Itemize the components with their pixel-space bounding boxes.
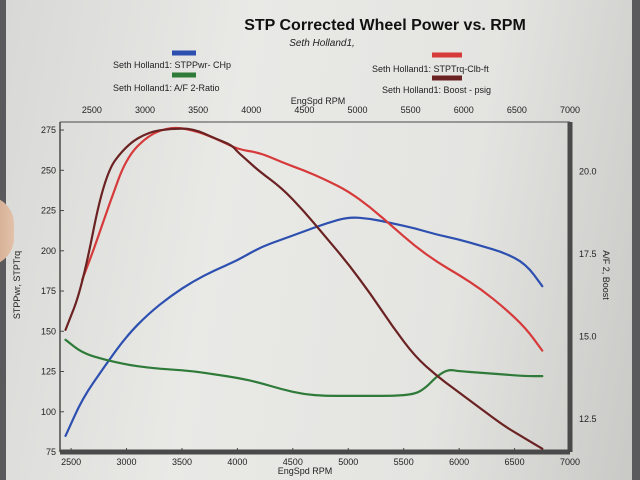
series-line-2 — [81, 126, 544, 352]
chart-title: STP Corrected Wheel Power vs. RPM — [244, 17, 526, 34]
y-left-tick-label: 175 — [41, 286, 56, 296]
x-top-tick-label: 7000 — [560, 105, 580, 115]
y-left-tick-label: 275 — [41, 125, 56, 135]
y-right-tick-label: 20.0 — [579, 167, 597, 177]
x-top-tick-label: 3500 — [188, 105, 208, 115]
y-right-tick-label: 15.0 — [579, 332, 597, 342]
x-top-tick-label: 2500 — [82, 105, 102, 115]
x-top-tick-label: 4000 — [241, 105, 261, 115]
x-top-tick-label: 6500 — [507, 105, 527, 115]
y-left-tick-label: 225 — [41, 206, 56, 216]
x-tick-label: 6500 — [505, 457, 525, 467]
x-top-tick-label: 6000 — [454, 105, 474, 115]
x-tick-label: 3000 — [117, 457, 137, 467]
legend-label: Seth Holland1: STPTrq-Clb-ft — [372, 64, 489, 74]
legend: Seth Holland1: STPPwr- CHp Seth Holland1… — [113, 50, 491, 95]
y-right-tick-label: 17.5 — [579, 249, 597, 259]
x-top-tick-label: 3000 — [135, 105, 155, 115]
series-line-4 — [64, 127, 544, 450]
x-top-tick-label: 5500 — [401, 105, 421, 115]
chart-subtitle: Seth Holland1, — [289, 38, 355, 49]
x-tick-label: 6000 — [449, 457, 469, 467]
x-tick-label: 4000 — [227, 457, 247, 467]
y-left-tick-label: 200 — [41, 246, 56, 256]
x-tick-label: 2500 — [61, 457, 81, 467]
x-top-tick-label: 4500 — [294, 105, 314, 115]
paper-sheet — [6, 0, 632, 480]
tick-labels: 2500 2500 3000 3000 3500 3500 4000 4000 4500 4500… — [41, 105, 597, 467]
y-axis-left-title: STPPwr, STPTrq — [12, 251, 22, 319]
y-left-tick-label: 75 — [46, 447, 56, 457]
series-layer — [64, 126, 544, 450]
y-left-tick-label: 125 — [41, 367, 56, 377]
y-left-tick-label: 250 — [41, 165, 56, 175]
legend-label: Seth Holland1: Boost - psig — [382, 85, 491, 95]
y-left-tick-label: 100 — [41, 407, 56, 417]
x-tick-label: 7000 — [560, 457, 580, 467]
x-axis-top-title: EngSpd RPM — [291, 96, 346, 106]
series-line-1 — [64, 216, 544, 437]
y-right-tick-label: 12.5 — [579, 414, 597, 424]
legend-label: Seth Holland1: A/F 2-Ratio — [113, 83, 220, 93]
x-axis-bottom-title: EngSpd RPM — [278, 466, 333, 476]
legend-label: Seth Holland1: STPPwr- CHp — [113, 60, 231, 70]
x-top-tick-label: 5000 — [347, 105, 367, 115]
x-tick-label: 5500 — [394, 457, 414, 467]
x-tick-label: 5000 — [338, 457, 358, 467]
thumb — [0, 196, 14, 266]
x-tick-label: 4500 — [283, 457, 303, 467]
y-left-tick-label: 150 — [41, 326, 56, 336]
axes — [59, 121, 573, 455]
series-line-3 — [64, 338, 544, 397]
y-axis-right-title: A/F 2, Boost — [601, 250, 611, 300]
x-tick-label: 3500 — [172, 457, 192, 467]
